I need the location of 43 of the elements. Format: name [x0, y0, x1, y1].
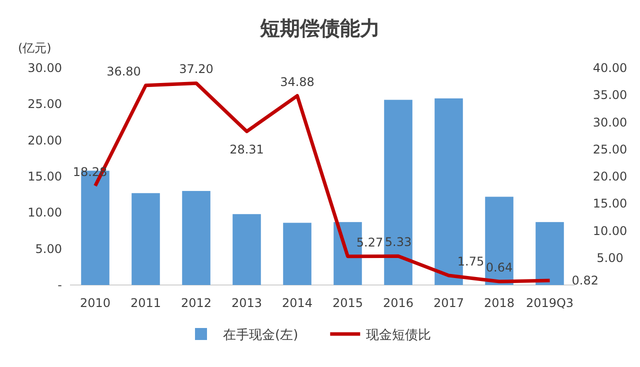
x-tick-label: 2012 [180, 296, 212, 310]
y-tick-label: 25.00 [28, 97, 62, 112]
x-tick-label: 2011 [130, 296, 162, 310]
y2-tick-label: 30.00 [592, 115, 628, 130]
x-tick-label: 2015 [332, 296, 364, 310]
y2-tick-label: 10.00 [592, 224, 628, 238]
legend-label: 在手现金(左) [223, 328, 298, 343]
x-tick-label: 2010 [80, 296, 111, 310]
y-tick-label: 20.00 [28, 133, 62, 148]
data-label: 28.31 [230, 142, 264, 156]
data-label: 37.20 [179, 62, 214, 76]
chart-title: 短期偿债能力 [259, 16, 380, 40]
y2-tick-label: 5.00 [596, 250, 624, 265]
bar [182, 190, 210, 285]
legend-label: 现金短债比 [366, 328, 432, 343]
bar [384, 100, 412, 285]
y-tick-label: 5.00 [35, 242, 62, 256]
data-label: 0.64 [486, 260, 513, 275]
data-label: 5.33 [384, 235, 412, 250]
y2-tick-label: 40.00 [592, 61, 628, 75]
y-tick-label: 10.00 [28, 206, 62, 220]
y2-tick-label: 20.00 [592, 170, 628, 184]
y2-tick-label: 15.00 [592, 196, 628, 211]
y2-tick-label: 25.00 [592, 142, 628, 156]
bar [232, 214, 261, 285]
y-tick-label: 15.00 [28, 170, 62, 184]
x-tick-label: 2019Q3 [526, 296, 574, 310]
bar [485, 196, 514, 285]
bar [283, 222, 312, 285]
x-tick-label: 2013 [231, 296, 262, 310]
x-tick-label: 2018 [484, 296, 515, 310]
x-tick-label: 2014 [282, 296, 313, 310]
y-axis-title: (亿元) [18, 41, 52, 55]
x-tick-label: 2017 [433, 296, 464, 310]
y2-tick-label: 35.00 [592, 88, 628, 102]
x-tick-label: 2016 [382, 296, 414, 310]
y-tick-label: - [58, 278, 62, 292]
data-label: 0.82 [572, 274, 598, 288]
data-label: 36.80 [106, 64, 141, 78]
bar [536, 222, 564, 285]
data-label: 34.88 [280, 74, 314, 89]
y-tick-label: 30.00 [28, 61, 62, 75]
bar [132, 193, 160, 285]
